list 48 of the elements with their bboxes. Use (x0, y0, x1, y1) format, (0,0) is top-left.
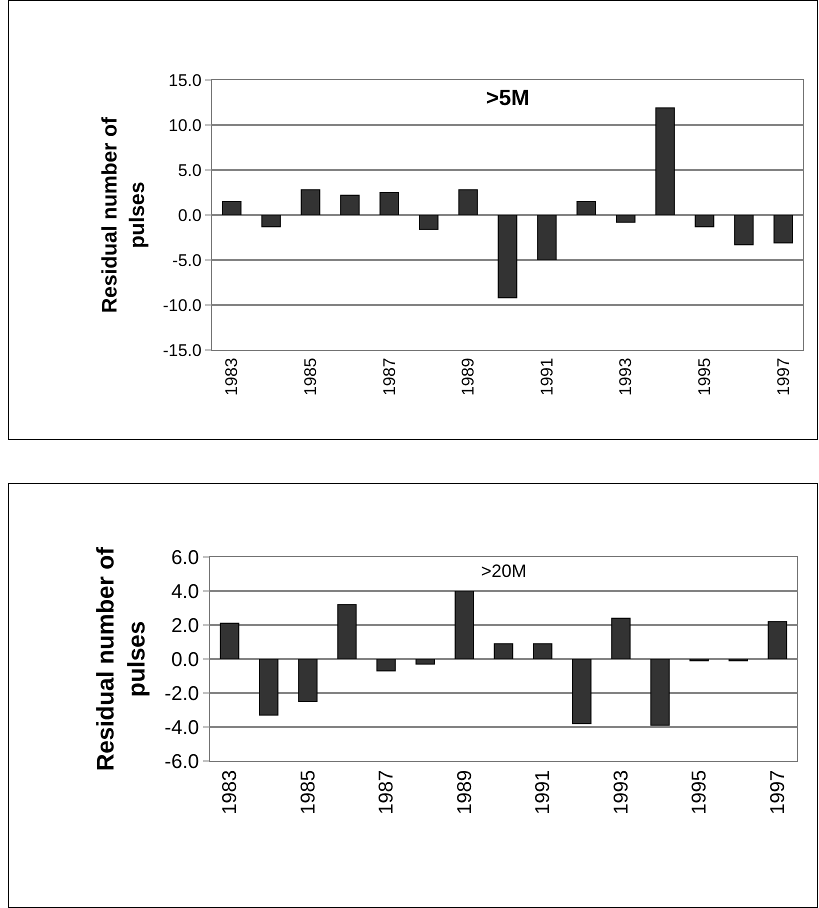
x-tick-label: 1991 (532, 770, 554, 814)
x-tick-label: 1989 (458, 358, 478, 396)
x-tick-label: 1993 (610, 770, 632, 814)
x-tick-label: 1991 (537, 358, 556, 396)
chart-title: >20M (481, 561, 527, 581)
bar (774, 214, 794, 244)
bar (576, 201, 596, 216)
bar (376, 658, 396, 672)
y-tick-label: -15.0 (162, 340, 202, 360)
y-tick-label: 5.0 (178, 160, 202, 180)
y-tick-label: -2.0 (164, 683, 199, 705)
y-axis-title: Residual number of pulses (92, 546, 151, 772)
bar (694, 214, 714, 228)
x-tick-label: 1993 (616, 358, 636, 396)
x-tick-label: 1983 (219, 770, 242, 814)
x-tick-label: 1995 (695, 358, 714, 396)
bar (532, 643, 552, 660)
bar (494, 643, 514, 660)
y-tick-label: -4.0 (164, 717, 199, 739)
y-tick-label: -5.0 (172, 250, 202, 270)
x-tick-label: 1997 (774, 358, 793, 396)
x-tick-label: 1987 (376, 770, 398, 814)
y-tick-label: -6.0 (164, 751, 199, 773)
y-tick-label: 0.0 (171, 649, 199, 671)
x-tick-label: 1995 (688, 770, 711, 814)
x-tick-label: 1985 (301, 358, 320, 396)
x-tick-label: 1983 (222, 358, 242, 396)
bar (734, 214, 754, 246)
y-tick-label: 6.0 (171, 547, 199, 569)
y-tick-label: -10.0 (162, 296, 202, 315)
y-tick-label: 0.0 (178, 206, 202, 225)
x-tick-label: 1989 (454, 770, 476, 814)
x-tick-label: 1987 (380, 358, 399, 396)
bar (222, 201, 242, 216)
y-tick-label: 4.0 (171, 581, 199, 603)
x-tick-label: 1997 (766, 770, 789, 814)
x-tick-label: 1985 (297, 770, 320, 814)
y-tick-label: 15.0 (168, 70, 202, 90)
y-tick-label: 10.0 (168, 116, 202, 135)
chart-title: >5M (486, 85, 530, 110)
bar (261, 214, 281, 228)
y-axis-title: Residual number of pulses (98, 116, 149, 314)
bar (458, 189, 478, 216)
bar (340, 194, 360, 216)
y-tick-label: 2.0 (171, 615, 199, 637)
bar (300, 189, 320, 216)
bar (380, 192, 400, 216)
bar (418, 214, 438, 230)
